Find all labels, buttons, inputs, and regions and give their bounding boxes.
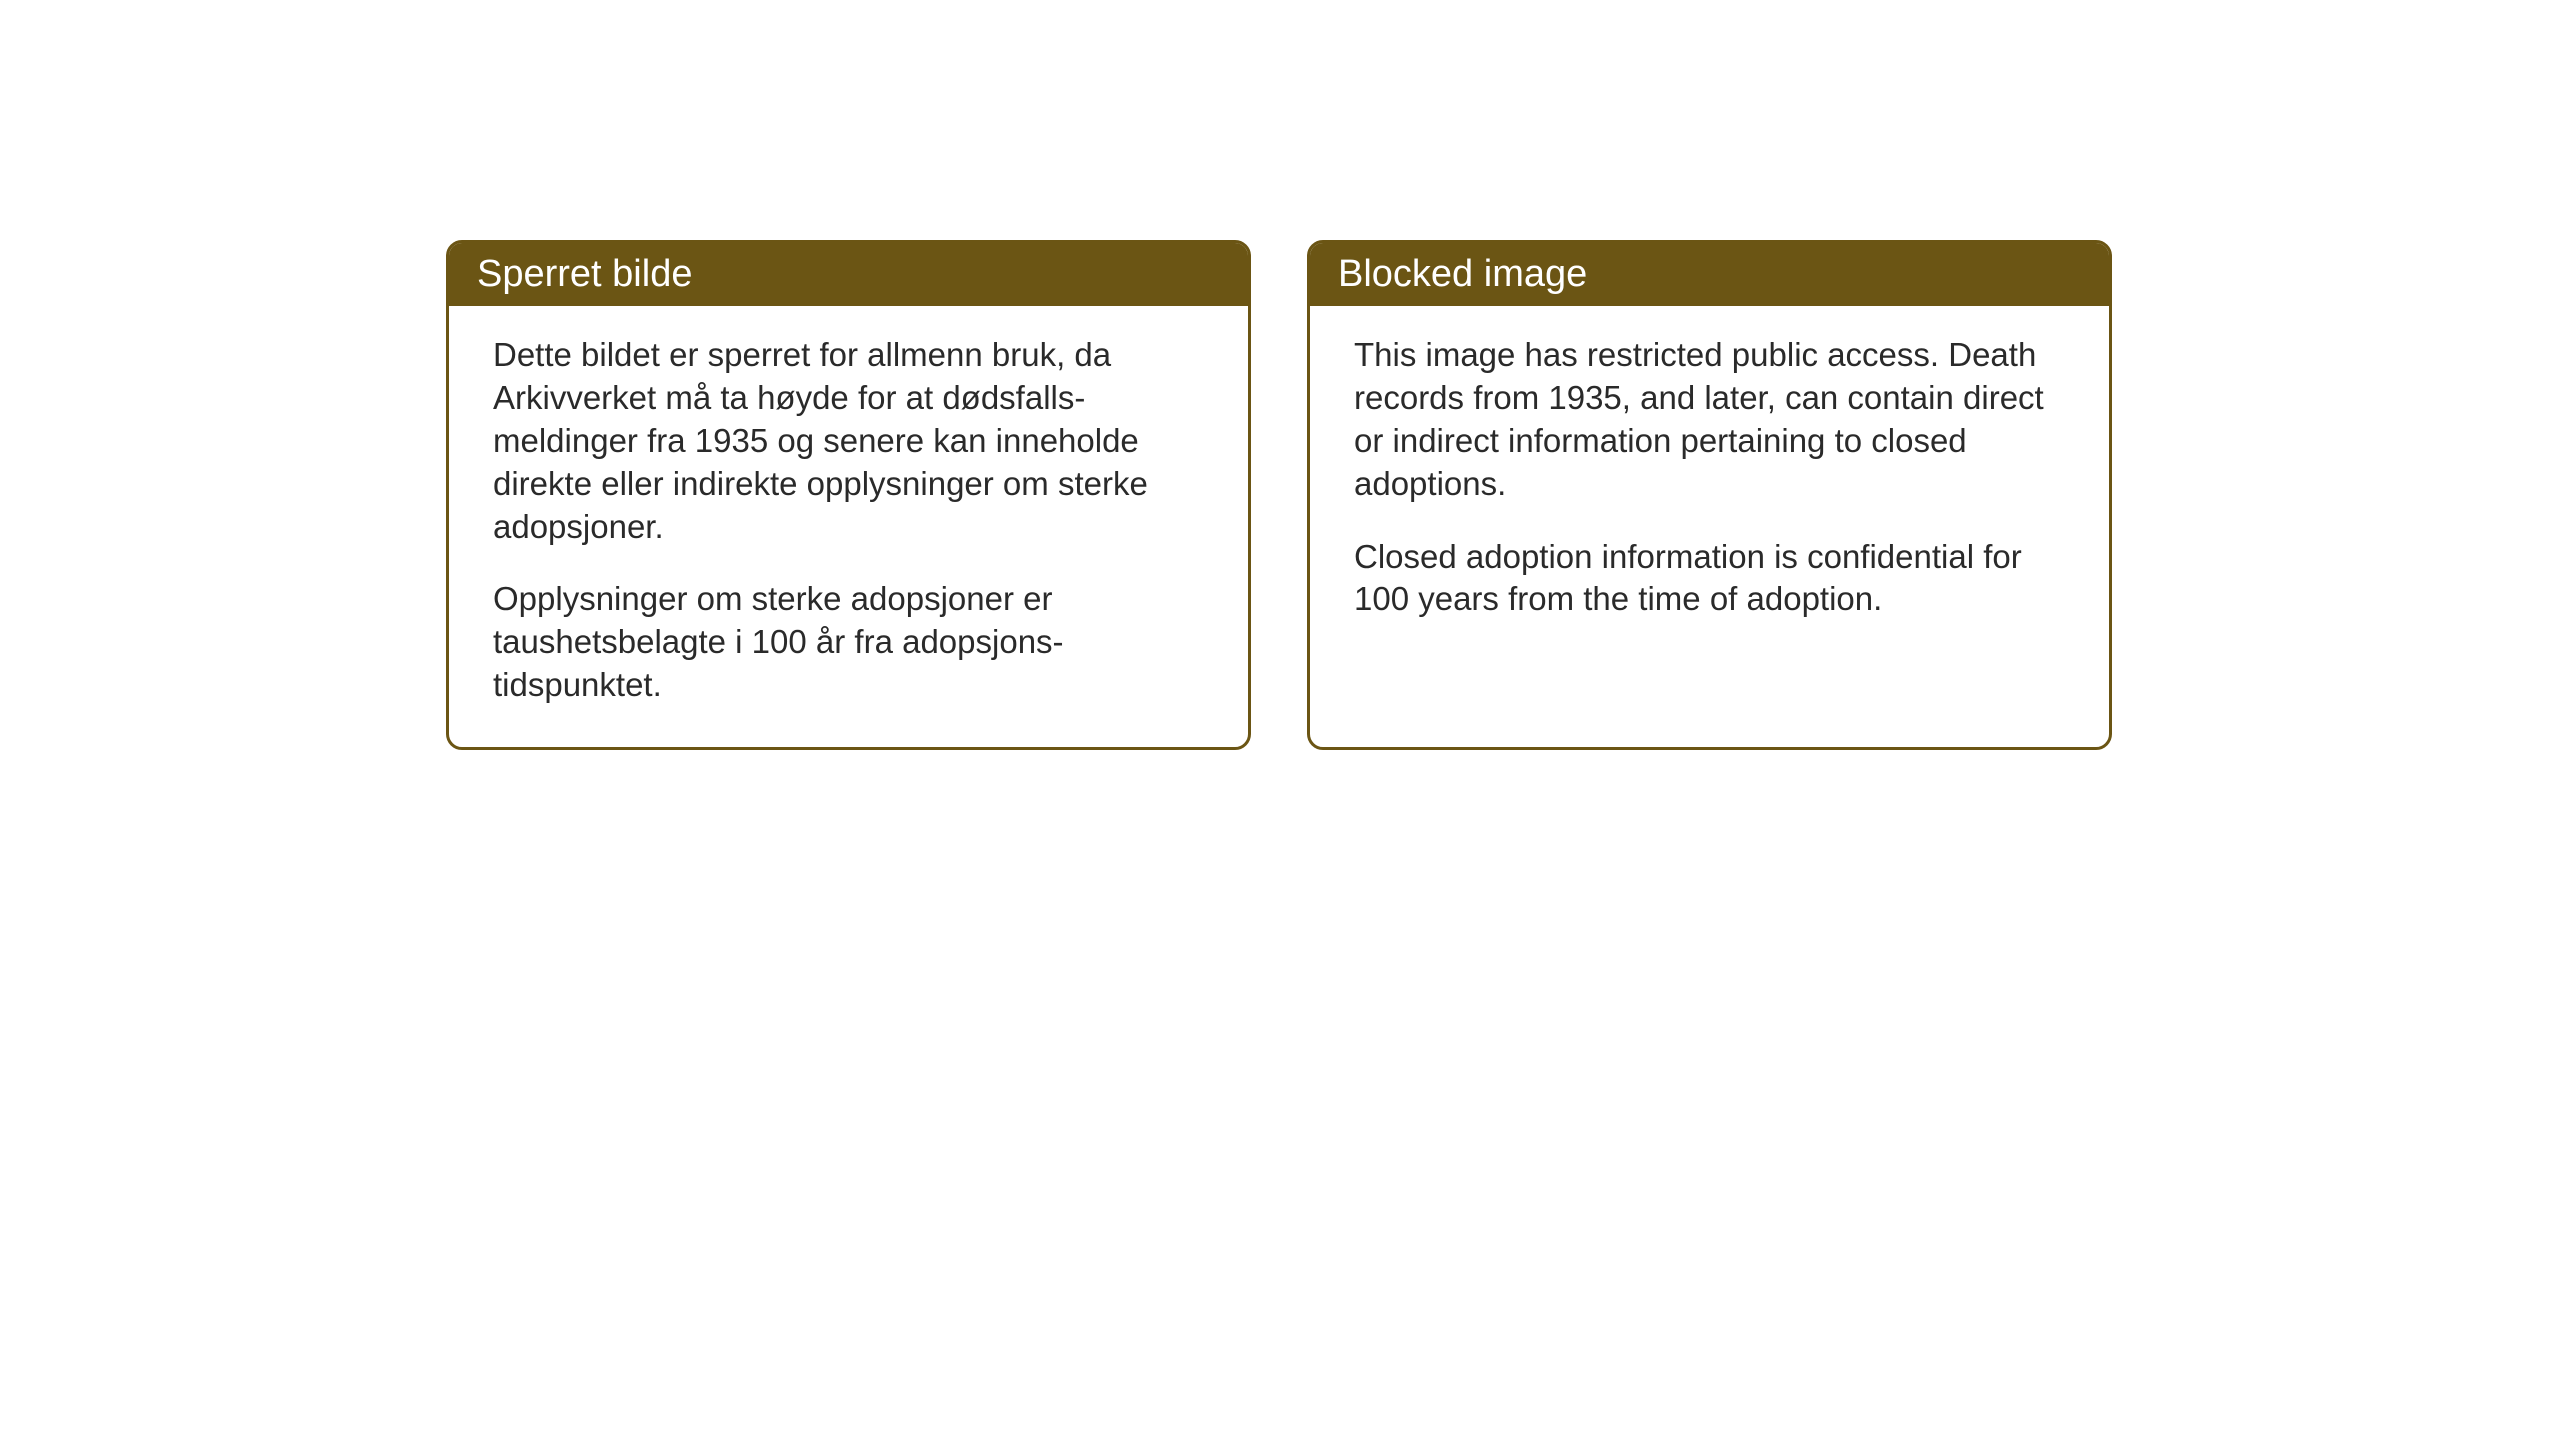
card-paragraph-2: Opplysninger om sterke adopsjoner er tau… bbox=[493, 578, 1204, 707]
card-norwegian: Sperret bilde Dette bildet er sperret fo… bbox=[446, 240, 1251, 750]
card-paragraph-2: Closed adoption information is confident… bbox=[1354, 536, 2065, 622]
card-english: Blocked image This image has restricted … bbox=[1307, 240, 2112, 750]
card-title: Sperret bilde bbox=[477, 253, 692, 295]
card-body-norwegian: Dette bildet er sperret for allmenn bruk… bbox=[449, 306, 1248, 747]
card-body-english: This image has restricted public access.… bbox=[1310, 306, 2109, 661]
card-header-norwegian: Sperret bilde bbox=[449, 243, 1248, 306]
card-paragraph-1: This image has restricted public access.… bbox=[1354, 334, 2065, 506]
card-title: Blocked image bbox=[1338, 253, 1587, 295]
card-header-english: Blocked image bbox=[1310, 243, 2109, 306]
cards-container: Sperret bilde Dette bildet er sperret fo… bbox=[446, 240, 2112, 750]
card-paragraph-1: Dette bildet er sperret for allmenn bruk… bbox=[493, 334, 1204, 548]
